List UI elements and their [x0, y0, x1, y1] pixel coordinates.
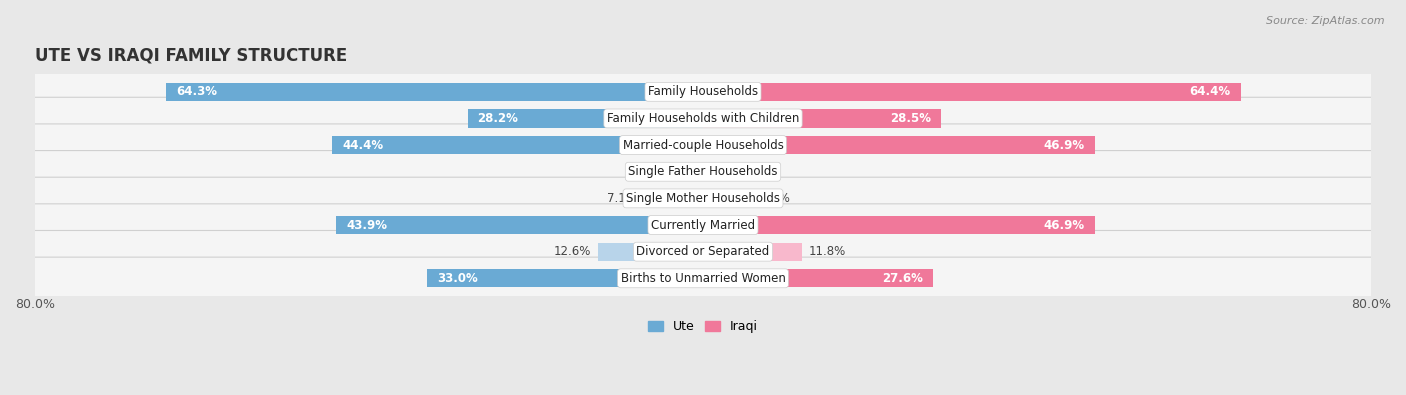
Bar — [336, 216, 703, 234]
Text: Single Father Households: Single Father Households — [628, 165, 778, 178]
Text: Family Households with Children: Family Households with Children — [607, 112, 799, 125]
Text: 43.9%: 43.9% — [346, 218, 388, 231]
Text: 33.0%: 33.0% — [437, 272, 478, 285]
FancyBboxPatch shape — [28, 257, 1378, 299]
FancyBboxPatch shape — [28, 231, 1378, 273]
Bar — [703, 269, 934, 288]
Bar — [468, 109, 703, 128]
Bar — [427, 269, 703, 288]
Bar — [703, 243, 801, 261]
FancyBboxPatch shape — [28, 150, 1378, 193]
Text: Source: ZipAtlas.com: Source: ZipAtlas.com — [1267, 16, 1385, 26]
Bar — [703, 189, 754, 207]
Bar — [332, 136, 703, 154]
Bar — [703, 163, 721, 181]
FancyBboxPatch shape — [28, 204, 1378, 246]
Text: UTE VS IRAQI FAMILY STRUCTURE: UTE VS IRAQI FAMILY STRUCTURE — [35, 47, 347, 65]
Bar — [703, 83, 1240, 101]
Text: Divorced or Separated: Divorced or Separated — [637, 245, 769, 258]
Text: 11.8%: 11.8% — [808, 245, 845, 258]
Bar — [703, 136, 1095, 154]
Bar — [166, 83, 703, 101]
Text: 28.2%: 28.2% — [478, 112, 519, 125]
Text: 27.6%: 27.6% — [883, 272, 924, 285]
Text: 64.4%: 64.4% — [1189, 85, 1230, 98]
Text: 64.3%: 64.3% — [176, 85, 217, 98]
Text: 12.6%: 12.6% — [554, 245, 591, 258]
FancyBboxPatch shape — [28, 97, 1378, 140]
Bar — [703, 109, 941, 128]
Bar — [598, 243, 703, 261]
Text: Single Mother Households: Single Mother Households — [626, 192, 780, 205]
Text: Family Households: Family Households — [648, 85, 758, 98]
Bar — [644, 189, 703, 207]
FancyBboxPatch shape — [28, 124, 1378, 166]
Text: 44.4%: 44.4% — [342, 139, 384, 152]
Text: 46.9%: 46.9% — [1043, 139, 1084, 152]
Text: 28.5%: 28.5% — [890, 112, 931, 125]
FancyBboxPatch shape — [28, 71, 1378, 113]
Text: 6.1%: 6.1% — [761, 192, 790, 205]
Text: 7.1%: 7.1% — [607, 192, 637, 205]
FancyBboxPatch shape — [28, 177, 1378, 220]
Legend: Ute, Iraqi: Ute, Iraqi — [643, 315, 763, 338]
Text: 3.0%: 3.0% — [641, 165, 671, 178]
Text: Married-couple Households: Married-couple Households — [623, 139, 783, 152]
Text: 2.2%: 2.2% — [728, 165, 758, 178]
Text: Currently Married: Currently Married — [651, 218, 755, 231]
Bar — [678, 163, 703, 181]
Bar — [703, 216, 1095, 234]
Text: Births to Unmarried Women: Births to Unmarried Women — [620, 272, 786, 285]
Text: 46.9%: 46.9% — [1043, 218, 1084, 231]
